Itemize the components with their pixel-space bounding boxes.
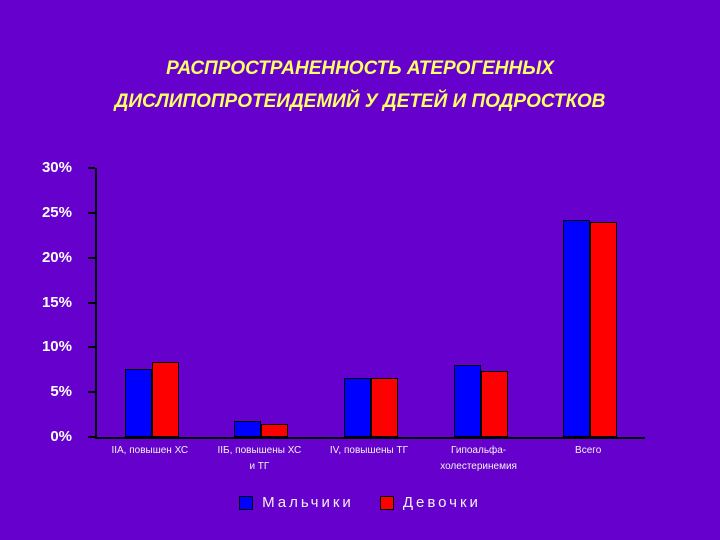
y-tick-mark xyxy=(88,436,95,438)
legend-label: Мальчики xyxy=(262,494,354,511)
chart-title-line2: ДИСЛИПОПРОТЕИДЕМИЙ У ДЕТЕЙ И ПОДРОСТКОВ xyxy=(114,91,606,113)
x-category-label: Всего xyxy=(575,445,602,456)
y-tick-label: 20% xyxy=(41,248,72,266)
bar-group xyxy=(535,168,645,437)
y-tick-mark xyxy=(88,301,95,304)
x-category-label: IIБ, повышены ХС и ТГ xyxy=(217,445,302,472)
legend-label: Девочки xyxy=(402,494,481,511)
x-category-label: Гипоальфа- холестеринемия xyxy=(440,445,517,472)
legend-item-2: Девочки xyxy=(379,494,481,511)
bar-series2-cat2 xyxy=(261,423,289,437)
bar-series2-cat4 xyxy=(480,370,508,437)
chart-title: РАСПРОСТРАНЕННОСТЬ АТЕРОГЕННЫХ ДИСЛИПОПР… xyxy=(0,52,720,119)
y-tick-label: 5% xyxy=(50,383,72,401)
y-tick-label: 30% xyxy=(41,159,72,176)
y-tick-label: 10% xyxy=(41,338,72,356)
chart-title-line1: РАСПРОСТРАНЕННОСТЬ АТЕРОГЕННЫХ xyxy=(166,58,554,79)
bar-series1-cat2 xyxy=(234,420,262,437)
bar-series2-cat3 xyxy=(370,377,398,437)
legend-swatch-icon xyxy=(379,495,394,510)
bar-series1-cat4 xyxy=(453,365,481,437)
bar-group xyxy=(97,168,207,437)
x-category-label: IIА, повышен ХС xyxy=(111,445,189,456)
y-tick-label: 15% xyxy=(41,293,72,311)
y-tick-mark xyxy=(88,346,95,349)
legend: Мальчики Девочки xyxy=(0,494,720,511)
bar-series1-cat1 xyxy=(124,368,152,437)
y-tick-label: 0% xyxy=(50,428,72,445)
bar-series2-cat1 xyxy=(151,361,179,437)
bar-group xyxy=(426,168,536,437)
y-tick-mark xyxy=(88,211,95,214)
y-tick-mark xyxy=(88,167,95,169)
y-tick-mark xyxy=(88,256,95,259)
bar-group xyxy=(207,168,317,437)
x-axis-labels: IIА, повышен ХС IIБ, повышены ХС и ТГ IV, … xyxy=(95,443,643,475)
y-tick-mark xyxy=(88,391,95,394)
bar-series1-cat5 xyxy=(563,220,591,437)
legend-swatch-icon xyxy=(239,495,254,510)
x-category-label: IV, повышены ТГ xyxy=(329,445,409,456)
y-tick-label: 25% xyxy=(41,203,72,221)
bar-series2-cat5 xyxy=(590,221,618,437)
legend-item-1: Мальчики xyxy=(239,494,354,511)
plot-area xyxy=(88,167,645,439)
bar-series1-cat3 xyxy=(343,377,371,437)
y-axis: 0% 5% 10% 15% 20% 25% 30% xyxy=(0,160,88,445)
bar-group xyxy=(316,168,426,437)
